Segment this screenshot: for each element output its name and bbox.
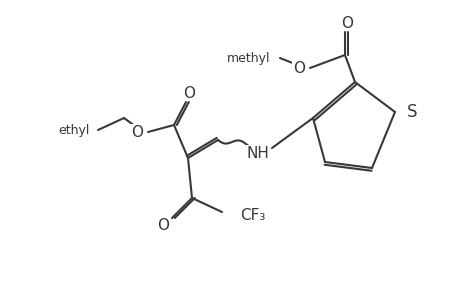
Text: O: O	[131, 124, 143, 140]
Text: methyl: methyl	[226, 52, 269, 64]
Text: ethyl: ethyl	[58, 124, 90, 136]
Text: O: O	[292, 61, 304, 76]
Text: O: O	[157, 218, 168, 233]
Text: S: S	[406, 103, 417, 121]
Text: O: O	[340, 16, 352, 31]
Text: NH: NH	[246, 146, 269, 160]
Text: O: O	[183, 85, 195, 100]
Text: CF₃: CF₃	[240, 208, 265, 223]
